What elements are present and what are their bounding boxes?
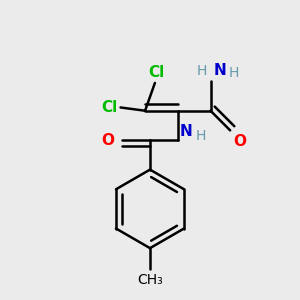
Text: O: O	[101, 133, 114, 148]
Text: O: O	[233, 134, 246, 148]
Text: CH₃: CH₃	[137, 273, 163, 287]
Text: H: H	[229, 66, 239, 80]
Text: H: H	[196, 130, 206, 143]
Text: N: N	[214, 63, 226, 78]
Text: H: H	[197, 64, 207, 78]
Text: Cl: Cl	[148, 65, 165, 80]
Text: Cl: Cl	[101, 100, 117, 115]
Text: N: N	[179, 124, 192, 139]
